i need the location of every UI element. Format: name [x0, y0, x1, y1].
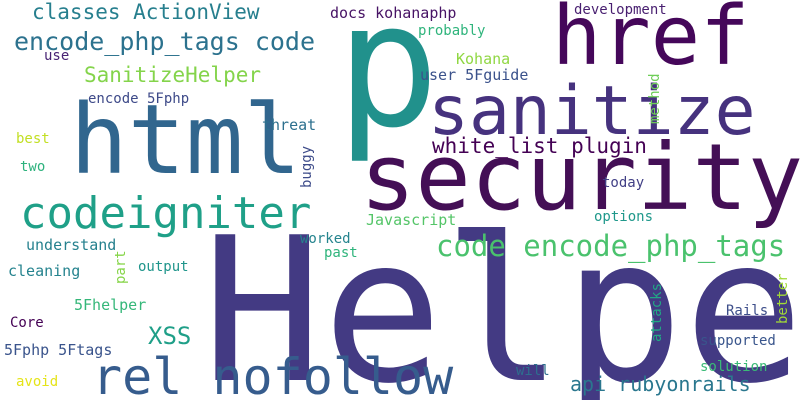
- word-output: output: [138, 259, 189, 275]
- word-better: better: [775, 273, 791, 324]
- word-understand: understand: [26, 236, 117, 254]
- word-helper: Helper: [202, 195, 800, 400]
- word-cleaning: cleaning: [8, 262, 81, 280]
- word-method: method: [647, 73, 663, 124]
- word-xss: XSS: [148, 322, 192, 350]
- word-api-rubyonrails: api rubyonrails: [570, 372, 751, 396]
- word-probably: probably: [418, 23, 486, 39]
- word-security: security: [360, 124, 800, 231]
- word-past: past: [324, 245, 358, 261]
- word-codeigniter: codeigniter: [20, 188, 312, 239]
- word-code-encode-php-tags: code encode_php_tags: [436, 229, 786, 263]
- word-html: html: [70, 84, 302, 196]
- word-worked: worked: [300, 231, 351, 247]
- word-classes-actionview: classes ActionView: [32, 0, 260, 24]
- word-supported: supported: [700, 333, 776, 349]
- word-options: options: [594, 209, 654, 225]
- word-part: part: [113, 250, 129, 284]
- word-two: two: [20, 159, 46, 175]
- word-encode-php-tags-code: encode_php_tags code: [14, 27, 316, 56]
- word-solution: solution: [700, 359, 768, 375]
- word-docs-kohanaphp: docs kohanaphp: [330, 4, 457, 22]
- word-attacks: attacks: [649, 282, 665, 342]
- word-href: href: [552, 0, 750, 84]
- word-p: p: [336, 0, 440, 166]
- word-white-list-plugin: white_list plugin: [432, 134, 647, 158]
- word-encode-5fphp: encode 5Fphp: [88, 91, 190, 107]
- word-5fhelper: 5Fhelper: [74, 296, 147, 314]
- word-rel-nofollow: rel nofollow: [92, 348, 454, 400]
- word-5fphp-5ftags: 5Fphp 5Ftags: [4, 341, 113, 359]
- word-avoid: avoid: [16, 374, 59, 390]
- word-sanitizehelper: SanitizeHelper: [84, 63, 262, 87]
- word-sanitize: sanitize: [428, 72, 756, 151]
- word-javascript: Javascript: [366, 211, 457, 229]
- word-user-5fguide: user 5Fguide: [420, 66, 529, 84]
- word-buggy: buggy: [299, 145, 315, 188]
- word-kohana: Kohana: [456, 50, 511, 68]
- word-development: development: [574, 2, 667, 18]
- word-core: Core: [10, 315, 44, 331]
- word-will: will: [516, 363, 550, 379]
- word-today: today: [602, 175, 645, 191]
- word-use: use: [44, 48, 70, 64]
- word-threat: threat: [262, 116, 317, 134]
- word-rails: Rails: [726, 303, 769, 319]
- word-best: best: [16, 131, 50, 147]
